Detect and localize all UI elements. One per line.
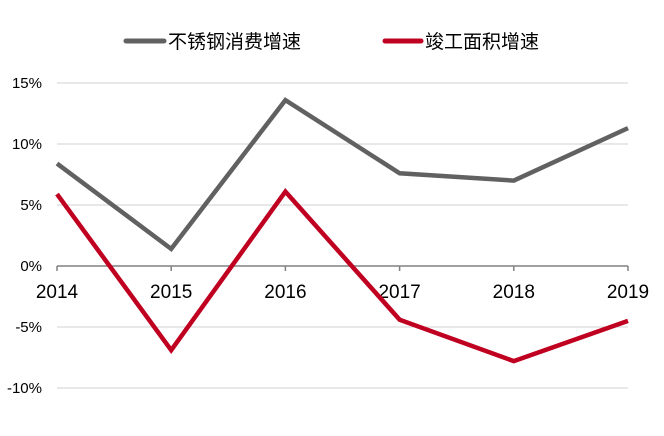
data-series [55, 97, 629, 364]
y-axis-labels: 15% 10% 5% 0% -5% -10% [7, 75, 42, 397]
y-tick-label: 15% [12, 75, 42, 92]
x-tick-label: 2018 [493, 282, 535, 303]
x-tick-label: 2015 [150, 282, 192, 303]
series-line-completion [55, 187, 629, 364]
series-line-stainless [55, 97, 629, 253]
y-tick-label: -5% [15, 319, 42, 336]
y-tick-label: 0% [20, 258, 42, 275]
x-tick-label: 2014 [36, 282, 79, 303]
y-tick-label: 5% [20, 197, 42, 214]
gridlines [57, 82, 628, 389]
x-axis: 2014 2015 2016 2017 2018 2019 [36, 265, 649, 303]
legend: 不锈钢消费增速 竣工面积增速 [123, 31, 539, 53]
x-tick-label: 2017 [378, 282, 420, 303]
legend-label-completion: 竣工面积增速 [425, 31, 539, 53]
y-tick-label: 10% [12, 136, 42, 153]
legend-label-stainless: 不锈钢消费增速 [168, 31, 301, 53]
y-tick-label: -10% [7, 380, 42, 397]
x-tick-label: 2019 [607, 282, 649, 303]
x-tick-label: 2016 [264, 282, 306, 303]
